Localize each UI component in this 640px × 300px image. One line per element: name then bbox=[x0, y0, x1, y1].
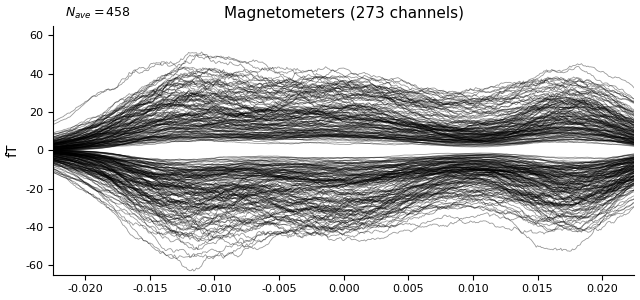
Title: Magnetometers (273 channels): Magnetometers (273 channels) bbox=[224, 6, 464, 21]
Text: $N_{ave}=458$: $N_{ave}=458$ bbox=[65, 6, 131, 21]
Y-axis label: fT: fT bbox=[6, 144, 20, 157]
